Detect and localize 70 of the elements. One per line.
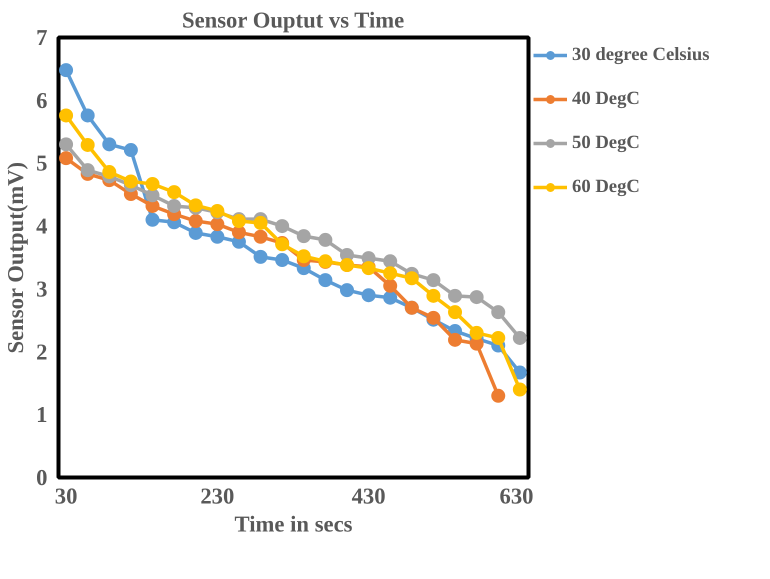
legend-label: 60 DegC — [572, 176, 640, 198]
point — [254, 230, 268, 244]
point — [254, 250, 268, 264]
point — [383, 278, 398, 293]
point — [448, 305, 462, 320]
point — [188, 226, 203, 240]
point — [188, 198, 203, 212]
point — [296, 229, 311, 244]
point — [318, 273, 332, 288]
point — [404, 271, 419, 286]
point — [59, 63, 74, 78]
point — [426, 288, 440, 303]
point — [146, 212, 160, 227]
point — [512, 366, 527, 380]
point — [383, 290, 398, 305]
x-tick-label: 30 — [54, 484, 78, 508]
y-tick-label: 5 — [36, 150, 48, 176]
y-tick-label: 6 — [36, 88, 48, 113]
y-tick-label: 4 — [36, 214, 48, 239]
point — [426, 273, 440, 288]
point — [448, 332, 462, 347]
x-tick-label: 630 — [500, 484, 534, 508]
point — [80, 163, 95, 178]
y-tick-label: 1 — [36, 402, 48, 428]
point — [383, 266, 398, 280]
point — [102, 165, 116, 179]
point — [275, 253, 290, 267]
x-tick-label: 430 — [352, 484, 386, 508]
point — [59, 151, 74, 166]
point — [102, 137, 116, 152]
y-tick-label: 7 — [36, 25, 48, 50]
legend-label: 50 DegC — [572, 132, 640, 154]
point — [296, 249, 311, 264]
point — [80, 108, 95, 122]
point — [188, 214, 203, 228]
point — [167, 185, 182, 200]
point — [275, 219, 290, 234]
point — [448, 288, 462, 303]
x-tick-label: 230 — [200, 484, 234, 508]
chart-title: Sensor Ouptut vs Time — [182, 8, 404, 32]
point — [232, 225, 246, 240]
point — [491, 305, 506, 320]
legend-label: 30 degree Celsius — [572, 44, 710, 66]
point — [59, 108, 74, 122]
point — [383, 254, 398, 268]
y-tick-label: 3 — [36, 276, 48, 302]
point — [491, 330, 506, 345]
point — [340, 283, 354, 298]
point — [254, 216, 268, 230]
point — [318, 232, 332, 247]
point — [210, 217, 224, 232]
y-tick-label: 2 — [36, 339, 48, 364]
point — [362, 288, 376, 302]
point — [146, 188, 160, 202]
point — [470, 326, 484, 340]
point — [59, 137, 74, 152]
point — [470, 290, 484, 304]
point — [80, 138, 95, 152]
point — [491, 388, 506, 403]
legend-label: 40 DegC — [572, 88, 640, 110]
point — [512, 330, 527, 345]
point — [124, 143, 138, 157]
point — [124, 174, 138, 188]
x-axis-title: Time in secs — [234, 512, 353, 536]
point — [167, 198, 182, 213]
point — [512, 382, 527, 396]
y-tick-label: 0 — [36, 465, 48, 490]
point — [210, 230, 224, 244]
y-axis-title: Sensor Output(mV) — [3, 162, 28, 354]
point — [146, 176, 160, 191]
